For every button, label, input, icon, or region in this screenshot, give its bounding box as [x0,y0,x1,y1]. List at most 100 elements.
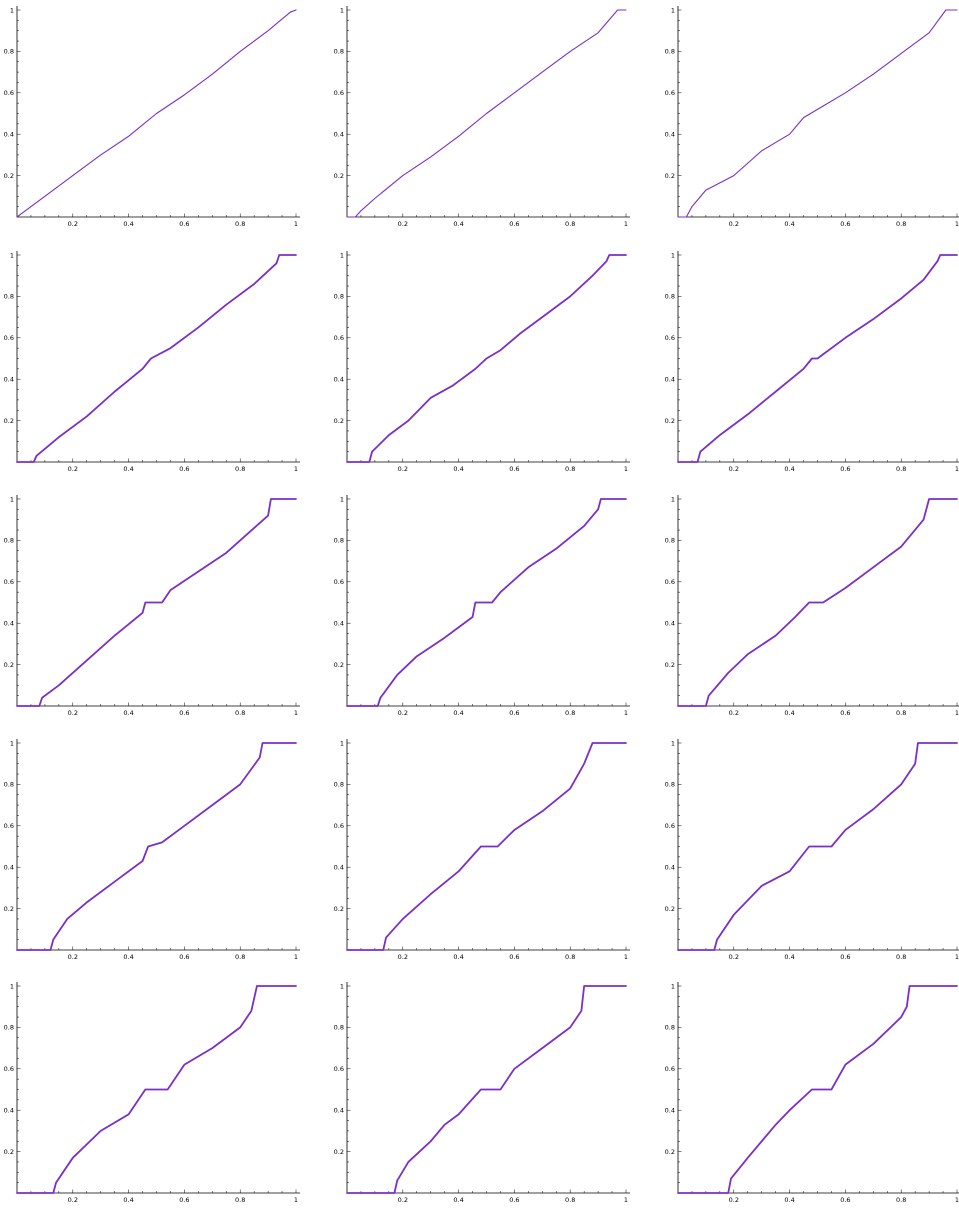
x-tick-label: 0.4 [123,709,133,717]
y-tick-label: 1 [671,495,675,503]
x-tick-label: 0.6 [840,220,850,228]
y-tick-label: 1 [10,495,14,503]
y-tick-label: 0.6 [4,578,14,586]
y-tick-label: 0.6 [4,1065,14,1073]
y-tick-label: 0.2 [665,1148,675,1156]
x-tick-label: 0.6 [840,465,850,473]
chart-svg: 0.2 0.4 0.6 0.8 1 0.2 0.4 0.6 0.8 1 [334,982,630,1204]
x-tick-label: 0.4 [453,953,463,961]
x-tick-label: 1 [955,709,959,717]
y-tick-label: 1 [340,982,344,990]
chart-svg: 0.2 0.4 0.6 0.8 1 0.2 0.4 0.6 0.8 1 [4,739,300,961]
x-tick-label: 1 [955,465,959,473]
x-tick-label: 0.2 [68,465,78,473]
x-tick-label: 1 [294,709,298,717]
y-tick-label: 0.2 [4,905,14,913]
y-tick-label: 0.2 [4,172,14,180]
chart-panel-14: 0.2 0.4 0.6 0.8 1 0.2 0.4 0.6 0.8 1 [330,976,649,1216]
y-tick-label: 1 [671,6,675,14]
y-tick-label: 0.2 [334,905,344,913]
y-tick-label: 0.2 [334,172,344,180]
y-tick-label: 1 [671,739,675,747]
x-tick-label: 0.2 [398,465,408,473]
chart-panel-15: 0.2 0.4 0.6 0.8 1 0.2 0.4 0.6 0.8 1 [661,976,959,1216]
chart-svg: 0.2 0.4 0.6 0.8 1 0.2 0.4 0.6 0.8 1 [4,495,300,717]
x-tick-label: 0.8 [565,465,575,473]
series-line [16,742,297,951]
y-tick-label: 1 [10,6,14,14]
x-tick-label: 1 [624,953,628,961]
y-tick-label: 0.2 [665,417,675,425]
y-tick-label: 0.8 [4,48,14,56]
y-tick-label: 0.4 [4,376,14,384]
x-tick-label: 0.2 [68,220,78,228]
y-tick-label: 0.4 [665,864,675,872]
series-line [346,985,627,1194]
y-tick-label: 0.6 [665,1065,675,1073]
x-tick-label: 0.6 [179,953,189,961]
y-tick-label: 0.4 [4,620,14,628]
x-tick-label: 0.4 [123,465,133,473]
chart-panel-11: 0.2 0.4 0.6 0.8 1 0.2 0.4 0.6 0.8 1 [330,733,649,973]
y-tick-label: 0.8 [665,48,675,56]
series-line [677,742,958,951]
y-tick-label: 0.2 [334,661,344,669]
y-tick-label: 0.4 [4,864,14,872]
x-tick-label: 0.8 [896,220,906,228]
x-tick-label: 1 [294,1196,298,1204]
y-tick-label: 0.4 [665,1107,675,1115]
x-tick-label: 0.8 [235,465,245,473]
x-tick-label: 0.6 [840,953,850,961]
chart-svg: 0.2 0.4 0.6 0.8 1 0.2 0.4 0.6 0.8 1 [665,739,959,961]
x-tick-label: 0.6 [840,1196,850,1204]
y-tick-label: 0.2 [665,661,675,669]
y-tick-label: 0.6 [334,334,344,342]
y-tick-label: 0.8 [334,48,344,56]
y-tick-label: 0.4 [665,376,675,384]
x-tick-label: 0.2 [398,1196,408,1204]
x-tick-label: 0.8 [235,953,245,961]
chart-svg: 0.2 0.4 0.6 0.8 1 0.2 0.4 0.6 0.8 1 [4,251,300,473]
chart-svg: 0.2 0.4 0.6 0.8 1 0.2 0.4 0.6 0.8 1 [4,982,300,1204]
x-tick-label: 0.6 [179,220,189,228]
x-tick-label: 0.6 [509,953,519,961]
chart-panel-10: 0.2 0.4 0.6 0.8 1 0.2 0.4 0.6 0.8 1 [0,733,319,973]
y-tick-label: 1 [671,982,675,990]
series-line [346,254,627,463]
y-tick-label: 0.8 [334,293,344,301]
chart-panel-8: 0.2 0.4 0.6 0.8 1 0.2 0.4 0.6 0.8 1 [330,489,649,729]
x-tick-label: 0.8 [565,953,575,961]
x-tick-label: 1 [294,465,298,473]
y-tick-label: 0.6 [665,578,675,586]
y-tick-label: 0.8 [334,781,344,789]
x-tick-label: 0.8 [235,220,245,228]
x-tick-label: 0.2 [398,220,408,228]
x-tick-label: 0.2 [68,953,78,961]
y-tick-label: 0.6 [665,334,675,342]
chart-panel-13: 0.2 0.4 0.6 0.8 1 0.2 0.4 0.6 0.8 1 [0,976,319,1216]
x-tick-label: 0.8 [896,953,906,961]
series-line [346,498,627,707]
x-tick-label: 1 [955,953,959,961]
x-tick-label: 1 [624,220,628,228]
x-tick-label: 1 [624,465,628,473]
y-tick-label: 0.6 [4,822,14,830]
y-tick-label: 0.4 [4,1107,14,1115]
chart-panel-12: 0.2 0.4 0.6 0.8 1 0.2 0.4 0.6 0.8 1 [661,733,959,973]
x-tick-label: 1 [624,709,628,717]
chart-panel-6: 0.2 0.4 0.6 0.8 1 0.2 0.4 0.6 0.8 1 [661,245,959,485]
series-line [16,498,297,707]
x-tick-label: 0.6 [840,709,850,717]
x-tick-label: 1 [624,1196,628,1204]
x-tick-label: 0.4 [123,1196,133,1204]
y-tick-label: 0.8 [334,1024,344,1032]
x-tick-label: 0.4 [784,1196,794,1204]
y-tick-label: 1 [10,982,14,990]
x-tick-label: 0.2 [68,709,78,717]
x-tick-label: 0.2 [729,1196,739,1204]
chart-panel-9: 0.2 0.4 0.6 0.8 1 0.2 0.4 0.6 0.8 1 [661,489,959,729]
x-tick-label: 0.2 [729,220,739,228]
series-line [16,254,297,463]
y-tick-label: 0.4 [334,131,344,139]
x-tick-label: 0.2 [398,953,408,961]
